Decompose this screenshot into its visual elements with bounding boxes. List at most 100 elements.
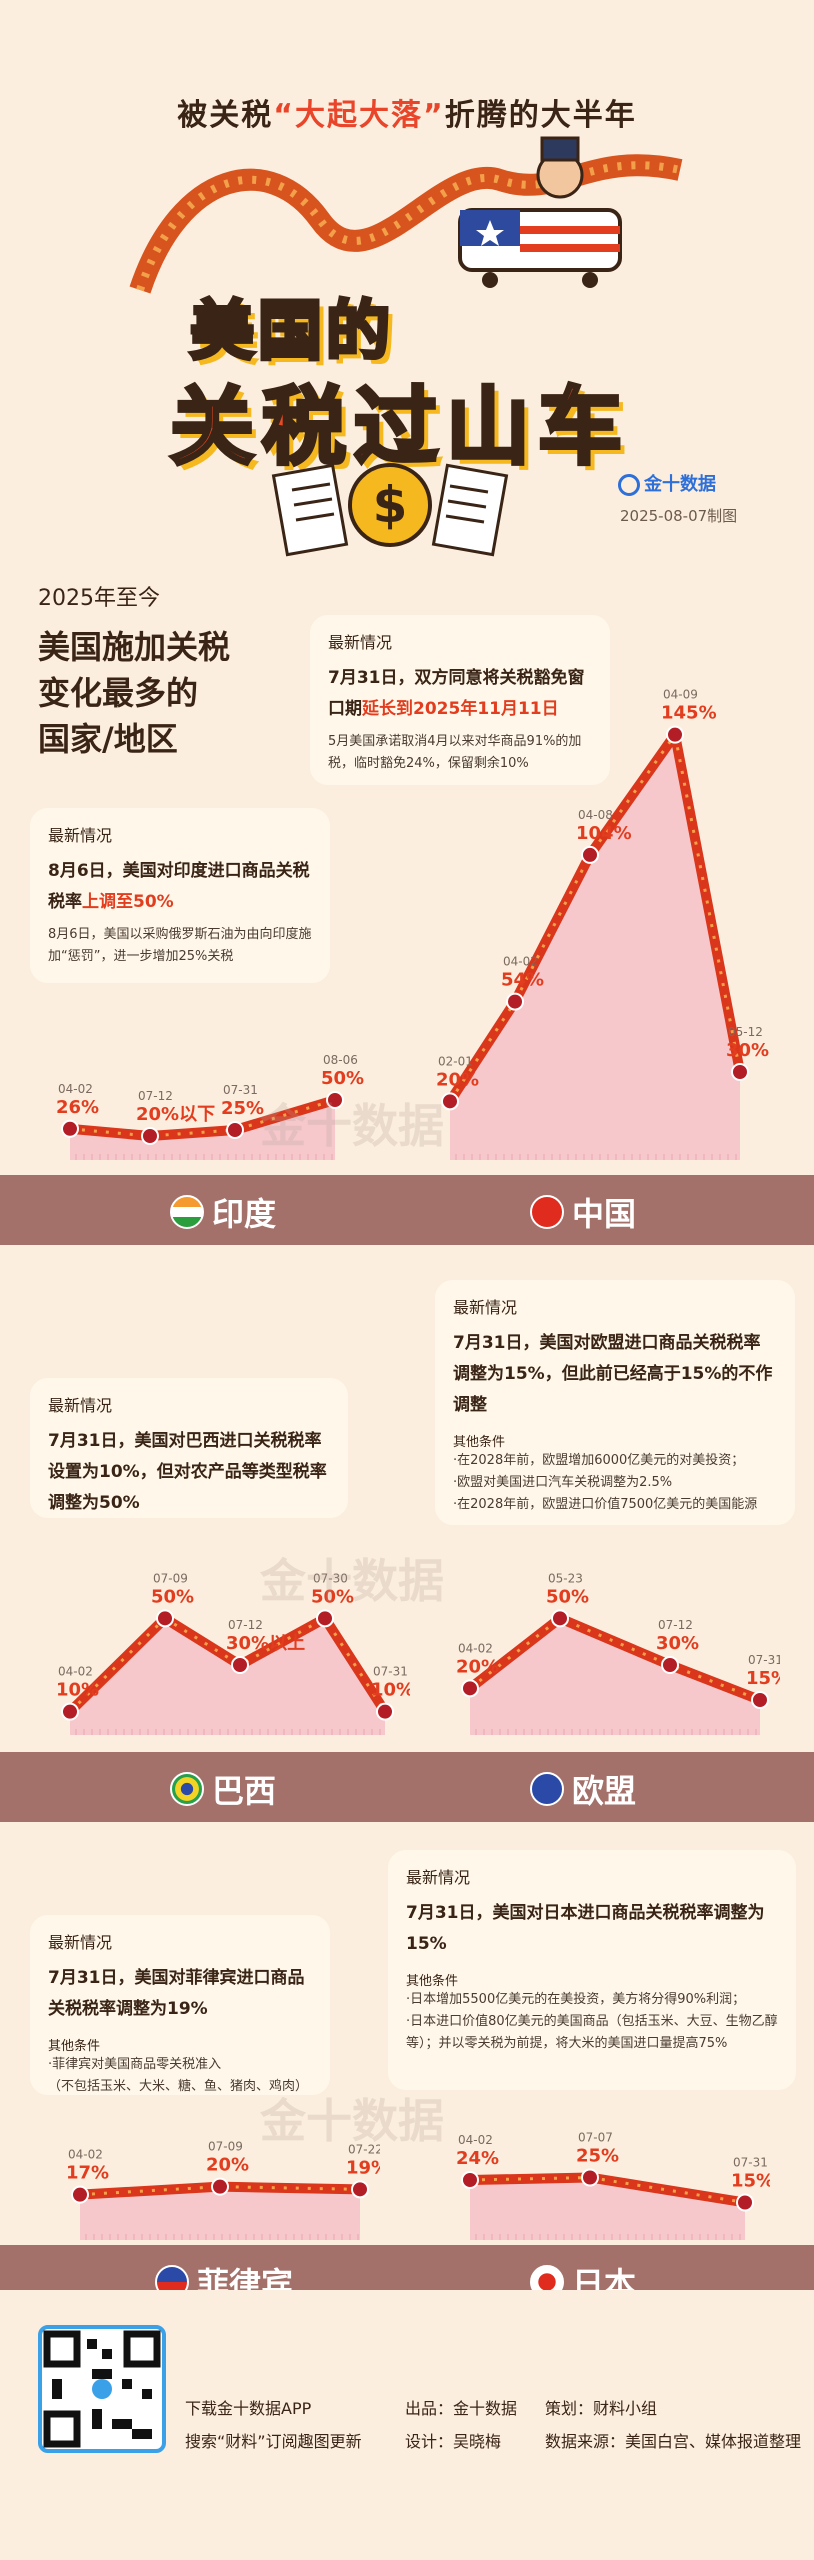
header: 被关税“大起大落”折腾的大半年 美国的 关税过山车 $ 金十数据 2025-08… <box>0 0 814 560</box>
data-point <box>441 1092 459 1111</box>
data-point <box>506 992 524 1011</box>
value-label: 15% <box>746 1668 780 1689</box>
eu-latest-card: 最新情况 7月31日，美国对欧盟进口商品关税税率调整为15%，但此前已经高于15… <box>435 1280 795 1525</box>
qr-code[interactable] <box>38 2325 166 2453</box>
value-label: 50% <box>321 1068 364 1089</box>
date-label: 07-31 <box>223 1083 258 1097</box>
data-point <box>226 1121 244 1139</box>
date-label: 04-02 <box>458 2133 493 2147</box>
philippines-latest-card: 最新情况 7月31日，美国对菲律宾进口商品关税税率调整为19% 其他条件 ·菲律… <box>30 1915 330 2095</box>
date-label: 04-09 <box>663 688 698 702</box>
data-point <box>141 1127 159 1145</box>
date-made: 2025-08-07制图 <box>620 507 738 525</box>
eu-flag-icon <box>530 1772 564 1806</box>
date-label: 05-23 <box>548 1571 583 1585</box>
brand-logo: 金十数据 <box>618 470 716 496</box>
country-label-brazil: 巴西 <box>170 1766 276 1812</box>
value-label: 10% <box>56 1680 99 1701</box>
india-latest-card: 最新情况 8月6日，美国对印度进口商品关税税率上调至50% 8月6日，美国以采购… <box>30 808 330 983</box>
value-label: 17% <box>66 2163 109 2184</box>
data-point <box>61 1119 79 1138</box>
value-label: 25% <box>221 1098 264 1119</box>
value-label: 104% <box>576 823 632 844</box>
footer-source: 数据来源：美国白宫、媒体报道整理 <box>545 2432 802 2451</box>
area-fill <box>450 734 740 1160</box>
china-latest-card: 最新情况 7月31日，双方同意将关税豁免窗口期延长到2025年11月11日 5月… <box>310 615 610 785</box>
data-point <box>71 2185 89 2204</box>
value-label: 20% <box>206 2155 249 2176</box>
country-label-india: 印度 <box>170 1189 276 1235</box>
date-label: 08-06 <box>323 1053 358 1067</box>
value-label: 26% <box>56 1097 99 1118</box>
data-point <box>316 1609 334 1628</box>
footer-search: 搜索“财料”订阅趣图更新 <box>185 2432 362 2451</box>
watermark: 金十数据 <box>260 1099 444 1153</box>
data-point <box>751 1691 769 1709</box>
footer-producer: 出品：金十数据 <box>405 2399 518 2418</box>
value-label: 24% <box>456 2148 499 2169</box>
brand-icon <box>618 474 640 496</box>
value-label: 20%以下 <box>136 1104 215 1125</box>
date-label: 07-31 <box>733 2156 768 2170</box>
qr-pattern-icon <box>43 2330 161 2448</box>
value-label: 15% <box>731 2171 770 2192</box>
data-point <box>61 1702 79 1721</box>
dollar-icon: $ <box>271 463 509 557</box>
china-flag-icon <box>530 1195 564 1229</box>
value-label: 20% <box>436 1069 479 1090</box>
data-point <box>666 725 684 744</box>
country-label-eu: 欧盟 <box>530 1766 636 1812</box>
value-label: 10% <box>371 1680 410 1701</box>
india-flag-icon <box>170 1195 204 1229</box>
value-label: 50% <box>311 1586 354 1607</box>
data-point <box>231 1656 249 1674</box>
watermark: 金十数据 <box>260 2094 444 2148</box>
date-label: 05-12 <box>728 1025 763 1039</box>
date-label: 07-30 <box>313 1571 348 1585</box>
date-label: 04-08 <box>578 808 613 822</box>
roller-coaster-illustration <box>129 136 683 294</box>
date-label: 02-01 <box>438 1054 473 1068</box>
date-label: 04-02 <box>458 1641 493 1655</box>
country-label-china: 中国 <box>530 1189 636 1235</box>
main-title: 美国的 关税过山车 <box>150 270 670 478</box>
data-point <box>211 2177 229 2196</box>
date-label: 07-07 <box>578 2131 613 2145</box>
area-fill <box>70 1100 335 1160</box>
data-point <box>156 1609 174 1628</box>
watermark: 金十数据 <box>260 1554 444 1608</box>
date-label: 07-12 <box>658 1618 693 1632</box>
date-label: 04-02 <box>503 955 538 969</box>
data-point <box>581 2168 599 2187</box>
footer-designer: 设计：吴晓梅 <box>405 2432 502 2451</box>
data-point <box>461 2171 479 2189</box>
intro-title: 美国施加关税 变化最多的 国家/地区 <box>38 628 231 758</box>
date-label: 04-02 <box>58 1082 93 1096</box>
band-brazil-eu: 巴西 欧盟 <box>0 1752 814 1822</box>
series-line <box>465 1613 765 1705</box>
data-point <box>376 1702 394 1721</box>
title-line-2: 关税过山车 <box>168 376 631 478</box>
date-label: 07-12 <box>138 1089 173 1103</box>
value-label: 25% <box>576 2146 619 2167</box>
value-label: 145% <box>661 703 717 724</box>
value-label: 50% <box>151 1586 194 1607</box>
intro-year: 2025年至今 <box>38 586 160 611</box>
value-label: 19% <box>346 2157 380 2178</box>
brazil-flag-icon <box>170 1772 204 1806</box>
data-point <box>731 1063 749 1081</box>
svg-text:$: $ <box>373 476 408 534</box>
area-fill <box>470 1618 760 1735</box>
value-label: 30% <box>726 1040 769 1061</box>
date-label: 07-31 <box>748 1653 780 1667</box>
date-label: 07-09 <box>208 2140 243 2154</box>
footer-planner: 策划：财料小组 <box>545 2399 658 2418</box>
date-label: 07-31 <box>373 1665 408 1679</box>
date-label: 07-09 <box>153 1571 188 1585</box>
value-label: 20% <box>456 1656 499 1677</box>
date-label: 04-02 <box>68 2148 103 2162</box>
value-label: 50% <box>546 1586 589 1607</box>
